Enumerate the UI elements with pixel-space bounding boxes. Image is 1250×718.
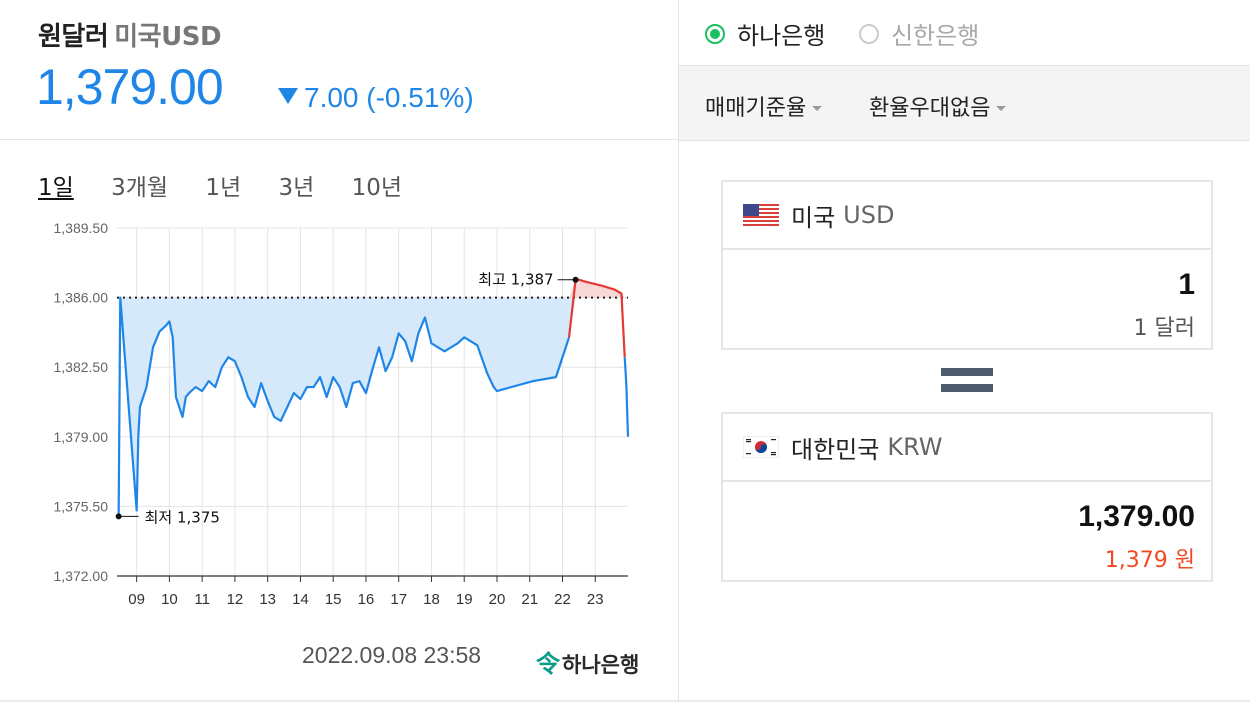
x-tick-label: 11 — [194, 591, 210, 608]
kr-flag-icon — [743, 436, 779, 458]
tab-1d[interactable]: 1일 — [38, 175, 74, 201]
from-code: USD — [843, 201, 895, 229]
y-tick-label: 1,372.00 — [54, 568, 109, 584]
low-annotation: 최저 1,375 — [145, 508, 220, 526]
to-amount-text: 1,379 원 — [1104, 548, 1195, 573]
area-below-baseline — [118, 297, 576, 517]
to-country: 대한민국 — [791, 435, 880, 464]
bank-radio-shinhan[interactable]: 신한은행 — [858, 16, 980, 51]
from-currency-select[interactable]: 미국 USD — [723, 182, 1211, 250]
bank-label-shinhan: 신한은행 — [890, 22, 980, 50]
current-price: 1,379.00 — [36, 59, 224, 115]
from-amount-text: 1 달러 — [1133, 316, 1195, 341]
x-tick-label: 19 — [456, 591, 473, 608]
title-main: 원달러 — [38, 22, 109, 52]
tab-3y[interactable]: 3년 — [278, 175, 315, 201]
y-tick-label: 1,375.50 — [54, 498, 109, 514]
exchange-rate-chart: 1,389.50 1,386.00 1,382.50 1,379.00 1,375.50… — [54, 220, 630, 608]
x-tick-label: 18 — [423, 591, 440, 608]
bank-label-hana: 하나은행 — [737, 22, 826, 50]
divider — [0, 139, 678, 140]
to-amount: 1,379.00 — [1078, 500, 1195, 533]
timestamp: 2022.09.08 23:58 — [302, 642, 482, 668]
series-line-tail — [623, 357, 630, 437]
to-currency-select[interactable]: 대한민국 KRW — [723, 414, 1211, 482]
page-title: 원달러 미국USD — [38, 16, 222, 53]
y-tick-label: 1,386.00 — [54, 290, 109, 306]
bottom-border — [0, 700, 1250, 702]
us-flag-icon — [743, 204, 779, 226]
bank-selector: 하나은행 신한은행 — [705, 16, 1005, 51]
to-currency-box: 대한민국 KRW 1,379.00 1,379 원 — [721, 412, 1213, 582]
radio-checked-icon — [705, 23, 725, 44]
exchange-rate-panel: 원달러 미국USD 1,379.00 7.00 (-0.51%) 1일 3개월 1… — [0, 16, 678, 679]
price-change: 7.00 (-0.51%) — [278, 82, 474, 114]
period-tabs: 1일 3개월 1년 3년 10년 — [38, 168, 432, 202]
high-annotation: 최고 1,387 — [478, 271, 553, 289]
x-tick-label: 23 — [587, 591, 604, 608]
x-tick-label: 09 — [128, 591, 145, 608]
down-triangle-icon — [278, 88, 298, 104]
x-tick-label: 10 — [161, 591, 178, 608]
rate-type-dropdown[interactable]: 매매기준율 — [705, 90, 823, 122]
tab-10y[interactable]: 10년 — [351, 175, 403, 201]
y-tick-label: 1,389.50 — [54, 220, 109, 236]
y-tick-label: 1,379.00 — [54, 429, 109, 445]
to-code: KRW — [887, 433, 943, 461]
title-sub: 미국USD — [114, 22, 222, 52]
tab-1y[interactable]: 1년 — [205, 175, 242, 201]
x-tick-label: 15 — [325, 591, 342, 608]
series-line-blue — [117, 296, 571, 517]
y-tick-label: 1,382.50 — [54, 359, 109, 375]
low-marker-dot — [115, 513, 122, 520]
x-tick-label: 12 — [227, 591, 244, 608]
bank-logo: 令하나은행 — [536, 644, 639, 679]
options-bar — [679, 65, 1250, 141]
bank-logo-text: 하나은행 — [562, 653, 640, 677]
x-tick-label: 22 — [554, 591, 571, 608]
converter-panel: 하나은행 신한은행 매매기준율 환율우대없음 미국 USD 1 1 달러 — [679, 0, 1250, 700]
from-country: 미국 — [791, 203, 836, 232]
change-value: 7.00 (-0.51%) — [304, 82, 474, 113]
panel-divider — [678, 0, 679, 700]
area-above-baseline — [569, 279, 625, 298]
from-amount-area[interactable]: 1 1 달러 — [723, 250, 1211, 342]
bank-radio-hana[interactable]: 하나은행 — [705, 16, 825, 51]
equals-icon — [941, 368, 993, 392]
x-tick-label: 21 — [521, 591, 538, 608]
bank-logo-icon: 令 — [536, 650, 560, 678]
x-tick-label: 14 — [292, 591, 309, 608]
from-amount[interactable]: 1 — [1178, 268, 1195, 301]
caret-down-icon — [996, 106, 1007, 111]
caret-down-icon — [812, 106, 823, 111]
high-marker-dot — [572, 276, 579, 283]
to-amount-area: 1,379.00 1,379 원 — [723, 482, 1211, 574]
tab-3m[interactable]: 3개월 — [111, 175, 169, 201]
preference-dropdown[interactable]: 환율우대없음 — [869, 90, 1007, 122]
x-tick-label: 17 — [390, 591, 407, 608]
rate-type-label: 매매기준율 — [705, 96, 807, 121]
preference-label: 환율우대없음 — [869, 96, 991, 121]
x-tick-label: 16 — [358, 591, 375, 608]
x-tick-label: 13 — [259, 591, 276, 608]
x-tick-label: 20 — [489, 591, 506, 608]
from-currency-box: 미국 USD 1 1 달러 — [721, 180, 1213, 350]
radio-unchecked-icon — [858, 23, 879, 44]
